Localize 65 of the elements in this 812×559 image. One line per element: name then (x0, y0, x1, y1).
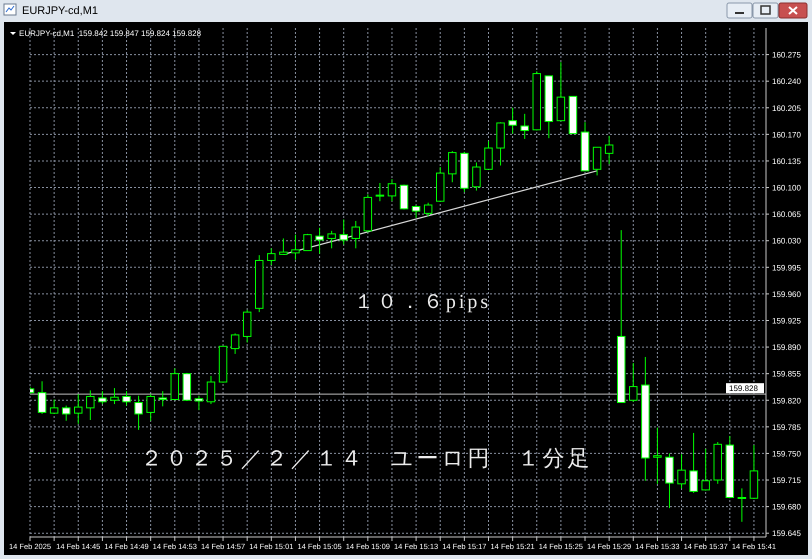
y-tick-label: 160.205 (772, 104, 802, 113)
candlestick (315, 227, 324, 254)
y-tick-label: 159.925 (772, 316, 802, 326)
y-tick-label: 159.715 (772, 476, 802, 486)
candlestick (110, 388, 119, 405)
candlestick (38, 380, 46, 414)
y-tick-label: 160.030 (772, 236, 802, 246)
chart-subtitle: EURJPY-cd,M1 159.842 159.847 159.824 159.828 (19, 29, 202, 38)
y-tick-label: 160.135 (772, 156, 802, 166)
y-tick-label: 160.240 (772, 77, 802, 86)
y-tick-label: 160.100 (772, 184, 802, 193)
candlestick (677, 454, 686, 489)
candlestick (279, 238, 288, 255)
candlestick (98, 390, 107, 405)
candlestick (520, 113, 529, 140)
candlestick (122, 390, 131, 406)
candlestick (352, 220, 360, 249)
candlestick (604, 135, 614, 164)
candlestick (689, 432, 698, 494)
candlestick (291, 234, 300, 260)
candlestick (412, 204, 420, 218)
ref-line-label: 159.828 (729, 384, 758, 394)
candlestick (327, 230, 336, 249)
candlestick (653, 427, 662, 484)
candlestick (448, 150, 457, 183)
y-tick-label: 159.680 (772, 502, 802, 512)
y-tick-label: 159.750 (772, 449, 802, 458)
y-tick-label: 159.645 (772, 529, 802, 538)
y-tick-label: 159.820 (772, 396, 802, 406)
candlestick (194, 395, 204, 411)
candlestick (206, 375, 216, 405)
candlestick (158, 390, 167, 407)
y-tick-label: 160.170 (772, 130, 802, 140)
annotation: １０．６pips (354, 290, 492, 313)
candlestick (146, 394, 155, 422)
candlestick (62, 405, 70, 422)
y-tick-label: 159.785 (772, 422, 802, 432)
candlestick (339, 218, 348, 246)
candlestick (424, 202, 432, 217)
candlestick (50, 398, 58, 414)
candlestick (629, 362, 638, 402)
candlestick (74, 394, 83, 424)
y-tick-label: 159.855 (772, 370, 802, 379)
y-tick-label: 160.275 (772, 50, 802, 60)
candlestick (556, 62, 566, 122)
candlestick (303, 233, 312, 252)
y-tick-label: 160.065 (772, 210, 802, 220)
candlestick (86, 390, 95, 421)
y-tick-label: 159.995 (772, 263, 802, 272)
candlestick (134, 395, 143, 430)
candlestick (472, 162, 481, 192)
candlestick (701, 448, 710, 492)
candlestick (738, 488, 746, 522)
candlestick (484, 140, 493, 170)
candlestick (230, 332, 240, 354)
candlestick (400, 184, 408, 210)
y-tick-label: 159.890 (772, 343, 802, 352)
chart-title: EURJPY-cd,M1 (22, 5, 98, 17)
candlestick (376, 182, 384, 202)
candlestick (388, 178, 396, 202)
candlestick (592, 146, 602, 176)
candlestick (267, 248, 276, 266)
y-tick-label: 159.960 (772, 290, 802, 299)
candlestick (508, 107, 517, 134)
annotation: ２０２５／２／１４ ユーロ円 １分足 (140, 446, 592, 471)
